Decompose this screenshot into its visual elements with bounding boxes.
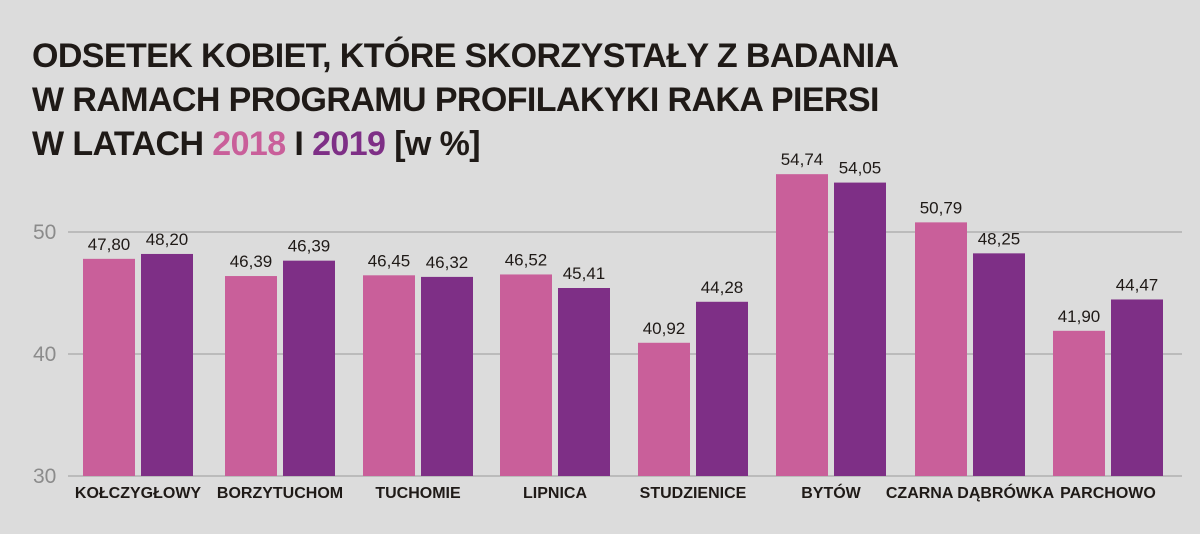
- x-tick-label: STUDZIENICE: [640, 485, 747, 502]
- data-label-2018: 41,90: [1058, 307, 1101, 326]
- bar-2018: [500, 274, 552, 476]
- y-tick-label: 40: [33, 343, 56, 366]
- bar-2018: [363, 275, 415, 476]
- bar-2019: [834, 182, 886, 476]
- bar-2018: [638, 342, 690, 476]
- data-label-2018: 40,92: [643, 319, 686, 338]
- title-year-2019: 2019: [312, 125, 386, 163]
- title-year-2018: 2018: [212, 125, 286, 163]
- data-label-2018: 50,79: [920, 198, 963, 217]
- data-label-2018: 46,52: [505, 250, 548, 269]
- bar-2019: [1111, 299, 1163, 476]
- x-tick-label: LIPNICA: [523, 485, 587, 502]
- data-label-2019: 48,25: [978, 229, 1021, 248]
- bar-2019: [696, 301, 748, 476]
- bar-2018: [915, 222, 967, 476]
- y-tick-label: 50: [33, 221, 56, 244]
- title-prefix: W LATACH: [32, 125, 213, 163]
- data-label-2019: 44,47: [1116, 275, 1159, 294]
- title-line-1: ODSETEK KOBIET, KTÓRE SKORZYSTAŁY Z BADA…: [32, 37, 899, 75]
- bar-2019: [973, 253, 1025, 476]
- data-label-2018: 46,45: [368, 251, 411, 270]
- data-label-2019: 44,28: [701, 278, 744, 297]
- title-joiner: I: [285, 125, 313, 163]
- bar-2019: [558, 287, 610, 476]
- x-tick-label: CZARNA DĄBRÓWKA: [886, 483, 1055, 502]
- y-tick-label: 30: [33, 465, 56, 488]
- title-line-3: W LATACH 2018 I 2019 [w %]: [32, 122, 792, 166]
- data-label-2019: 45,41: [563, 264, 606, 283]
- title-line-2: W RAMACH PROGRAMU PROFILAKYKI RAKA PIERS…: [32, 81, 879, 119]
- x-tick-label: BORZYTUCHOM: [217, 485, 343, 502]
- x-tick-label: TUCHOMIE: [375, 485, 461, 502]
- bar-2019: [421, 276, 473, 476]
- x-tick-label: KOŁCZYGŁOWY: [75, 485, 202, 502]
- bar-2019: [141, 253, 193, 476]
- title-unit: [w %]: [385, 125, 480, 163]
- bar-2018: [83, 258, 135, 476]
- bar-2018: [1053, 330, 1105, 476]
- chart-title: ODSETEK KOBIET, KTÓRE SKORZYSTAŁY Z BADA…: [32, 34, 899, 166]
- data-label-2019: 46,39: [288, 237, 331, 256]
- x-tick-label: BYTÓW: [801, 483, 861, 502]
- data-label-2019: 48,20: [146, 230, 189, 249]
- bar-2018: [225, 276, 277, 476]
- data-label-2019: 46,32: [426, 253, 469, 272]
- bar-2018: [776, 174, 828, 476]
- data-label-2019: 54,05: [839, 159, 882, 178]
- data-label-2018: 46,39: [230, 252, 273, 271]
- data-label-2018: 47,80: [88, 235, 131, 254]
- data-label-2018: 54,74: [781, 150, 824, 169]
- bar-2019: [283, 260, 335, 476]
- x-tick-label: PARCHOWO: [1060, 485, 1156, 502]
